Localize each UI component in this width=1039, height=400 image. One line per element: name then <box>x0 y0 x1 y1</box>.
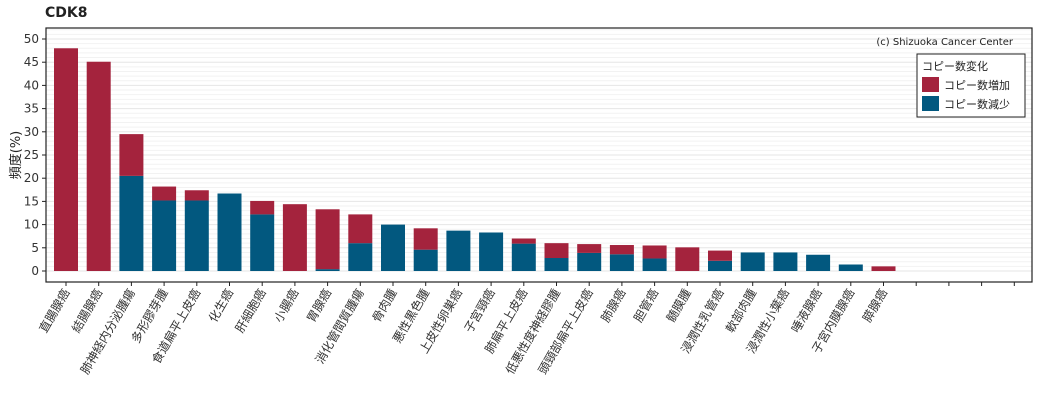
y-tick-label: 25 <box>24 148 39 162</box>
bar-segment-loss <box>577 252 602 271</box>
y-tick-labels: 0 5 10 15 20 25 30 35 40 45 50 <box>24 32 46 278</box>
y-tick-label: 10 <box>24 218 39 232</box>
bar-segment-loss <box>413 249 438 271</box>
x-tick-label: 化生癌 <box>205 286 236 325</box>
bar-segment-loss <box>152 200 177 271</box>
x-tick-label: 骨肉腫 <box>369 287 399 325</box>
legend-swatch-gain <box>922 77 939 92</box>
bar-segment-gain <box>348 214 373 244</box>
y-tick-label: 5 <box>31 241 39 255</box>
y-tick-label: 50 <box>24 32 39 46</box>
bar-segment-gain <box>871 266 896 271</box>
bar-segment-loss <box>348 243 373 271</box>
bar-segment-loss <box>184 200 209 271</box>
x-tick-label: 髄膜腫 <box>663 286 694 325</box>
credit-text: (c) Shizuoka Cancer Center <box>876 37 1014 48</box>
legend-label-loss: コピー数減少 <box>944 97 1010 111</box>
y-tick-label: 0 <box>31 264 39 278</box>
bars <box>54 48 896 272</box>
y-tick-label: 45 <box>24 55 39 69</box>
y-tick-label: 30 <box>24 125 39 139</box>
x-tick-label: 肺腺癌 <box>597 286 628 325</box>
bar-segment-loss <box>773 252 798 271</box>
x-tick-label: 直腸腺癌 <box>36 286 73 335</box>
bar-segment-loss <box>381 224 405 271</box>
bar-segment-gain <box>675 247 700 271</box>
bar-segment-gain <box>282 204 307 271</box>
legend-swatch-loss <box>922 96 939 111</box>
x-tick-label: 胃腺癌 <box>303 286 334 325</box>
x-tick-label: 小腸癌 <box>270 286 301 325</box>
x-tick-label: 胆管癌 <box>630 286 661 325</box>
bar-segment-gain <box>708 250 732 261</box>
x-tick-label: 子宮頸癌 <box>461 286 498 335</box>
bar-segment-loss <box>511 243 536 271</box>
bar-segment-gain <box>413 228 438 250</box>
bar-segment-loss <box>250 214 275 271</box>
y-tick-label: 15 <box>24 194 39 208</box>
bar-segment-loss <box>740 252 765 271</box>
bar-segment-loss <box>642 258 667 271</box>
chart-title: CDK8 <box>45 5 88 21</box>
x-tick-label: 唾液腺癌 <box>788 286 825 335</box>
bar-segment-gain <box>642 245 667 259</box>
bar-segment-loss <box>217 193 242 271</box>
y-tick-label: 40 <box>24 78 39 92</box>
bar-segment-loss <box>708 260 732 271</box>
bar-segment-loss <box>544 258 569 271</box>
x-tick-label: 結腸腺癌 <box>68 286 105 335</box>
bar-segment-gain <box>577 244 602 253</box>
bar-segment-loss <box>838 264 863 271</box>
y-tick-label: 20 <box>24 171 39 185</box>
grid-lines <box>46 28 1032 282</box>
bar-segment-loss <box>806 254 831 271</box>
x-tick-label: 膵腺癌 <box>859 286 890 325</box>
bar-segment-loss <box>119 175 144 271</box>
x-tick-label: 軟部肉腫 <box>722 286 759 335</box>
bar-segment-gain <box>119 134 144 176</box>
bar-segment-gain <box>511 238 536 244</box>
bar-segment-gain <box>86 61 111 272</box>
bar-segment-gain <box>54 48 78 271</box>
bar-segment-loss <box>609 254 634 271</box>
legend-title: コピー数変化 <box>922 59 988 73</box>
legend: コピー数変化 コピー数増加 コピー数減少 <box>916 53 1026 118</box>
bar-segment-gain <box>152 186 177 201</box>
bar-segment-gain <box>250 200 275 215</box>
y-axis-label: 頻度(%) <box>8 131 24 180</box>
legend-label-gain: コピー数増加 <box>944 79 1010 92</box>
bar-segment-gain <box>184 190 209 201</box>
bar-segment-loss <box>446 230 471 271</box>
bar-segment-loss <box>315 269 340 271</box>
bar-segment-gain <box>609 245 634 255</box>
bar-segment-gain <box>315 209 340 270</box>
y-tick-label: 35 <box>24 102 39 116</box>
x-tick-label: 肝細胞癌 <box>232 286 269 335</box>
bar-segment-loss <box>479 232 504 271</box>
bar-segment-gain <box>544 243 569 259</box>
